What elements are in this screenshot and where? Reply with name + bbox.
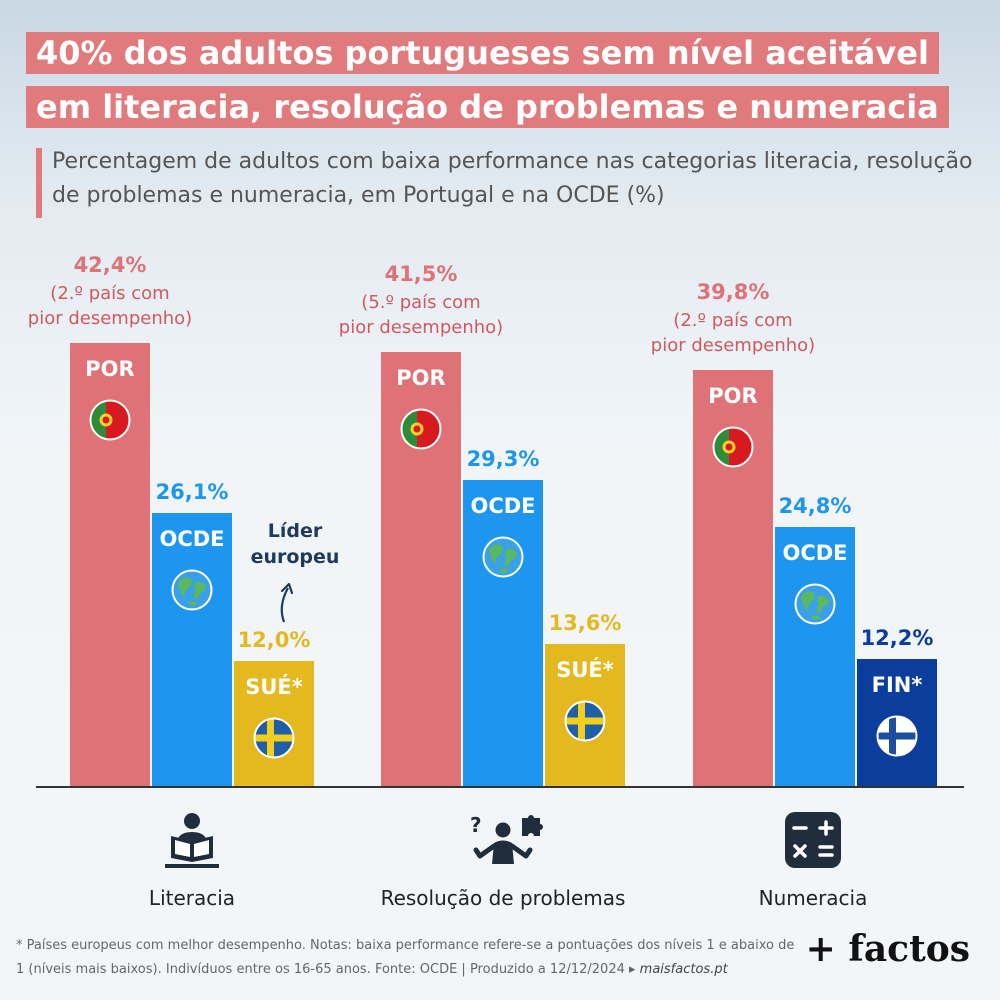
bar-por-2: POR <box>381 352 461 786</box>
bar-sué-2: SUÉ* <box>545 643 625 786</box>
value-label: 29,3% <box>466 446 540 471</box>
globe-icon <box>794 583 836 625</box>
ranking-note: pior desempenho) <box>650 335 816 357</box>
value-label: 12,2% <box>860 625 934 650</box>
value-label: 39,8% <box>696 280 770 305</box>
bar-por-3: POR <box>693 370 773 786</box>
globe-icon <box>171 569 213 611</box>
calculator-icon <box>768 810 858 874</box>
portugal-flag-icon <box>400 408 442 450</box>
subtitle: Percentagem de adultos com baixa perform… <box>52 149 973 208</box>
x-axis-baseline <box>36 786 964 788</box>
finland-flag-icon <box>876 715 918 757</box>
value-label: 41,5% <box>384 262 458 287</box>
title-line-2: em literacia, resolução de problemas e n… <box>26 86 949 128</box>
ranking-note: pior desempenho) <box>27 307 193 329</box>
problem-solving-icon: ? <box>458 810 548 874</box>
ranking-note: (2.º país com <box>50 282 170 304</box>
bar-code-label: POR <box>708 384 758 409</box>
value-label: 42,4% <box>73 252 147 277</box>
bar-code-label: OCDE <box>159 527 225 552</box>
portugal-flag-icon <box>89 399 131 441</box>
brand-logo: + factos <box>805 928 970 970</box>
portugal-flag-icon <box>712 426 754 468</box>
ranking-note: (2.º país com <box>673 310 793 332</box>
sweden-flag-icon <box>253 717 295 759</box>
value-label: 13,6% <box>548 610 622 635</box>
bar-code-label: OCDE <box>470 493 536 518</box>
footnote-arrow: ▸ <box>629 962 636 977</box>
ranking-note: (5.º país com <box>361 292 481 314</box>
bar-ocde-3: OCDE <box>775 526 855 786</box>
subtitle-accent-bar <box>36 148 42 218</box>
category-label: Resolução de problemas <box>380 886 626 910</box>
reading-person-icon <box>147 810 237 874</box>
svg-text:?: ? <box>470 813 482 837</box>
bar-code-label: SUÉ* <box>245 674 303 699</box>
bar-sué-1: SUÉ* <box>234 660 314 786</box>
footnote-text: * Países europeus com melhor desempenho.… <box>16 938 795 977</box>
footnote: * Países europeus com melhor desempenho.… <box>16 934 796 982</box>
bar-ocde-2: OCDE <box>463 479 543 786</box>
leader-annotation: Líder <box>267 520 323 542</box>
category-label: Literacia <box>148 886 236 910</box>
bar-code-label: SUÉ* <box>556 657 614 682</box>
bar-code-label: POR <box>85 356 135 381</box>
globe-icon <box>482 536 524 578</box>
category-label: Numeracia <box>758 886 868 910</box>
ranking-note: pior desempenho) <box>338 317 504 339</box>
bar-code-label: FIN* <box>871 672 923 697</box>
leader-annotation: europeu <box>250 546 340 568</box>
bar-ocde-1: OCDE <box>152 513 232 786</box>
curved-arrow-icon <box>270 580 300 630</box>
bar-por-1: POR <box>70 342 150 786</box>
sweden-flag-icon <box>564 700 606 742</box>
bar-fin-3: FIN* <box>857 658 937 786</box>
title-line-1: 40% dos adultos portugueses sem nível ac… <box>26 32 939 74</box>
value-label: 12,0% <box>237 627 311 652</box>
value-label: 26,1% <box>155 480 229 505</box>
bar-code-label: POR <box>396 366 446 391</box>
bar-code-label: OCDE <box>782 540 848 565</box>
value-label: 24,8% <box>778 493 852 518</box>
footnote-site-link[interactable]: maisfactos.pt <box>639 962 728 977</box>
